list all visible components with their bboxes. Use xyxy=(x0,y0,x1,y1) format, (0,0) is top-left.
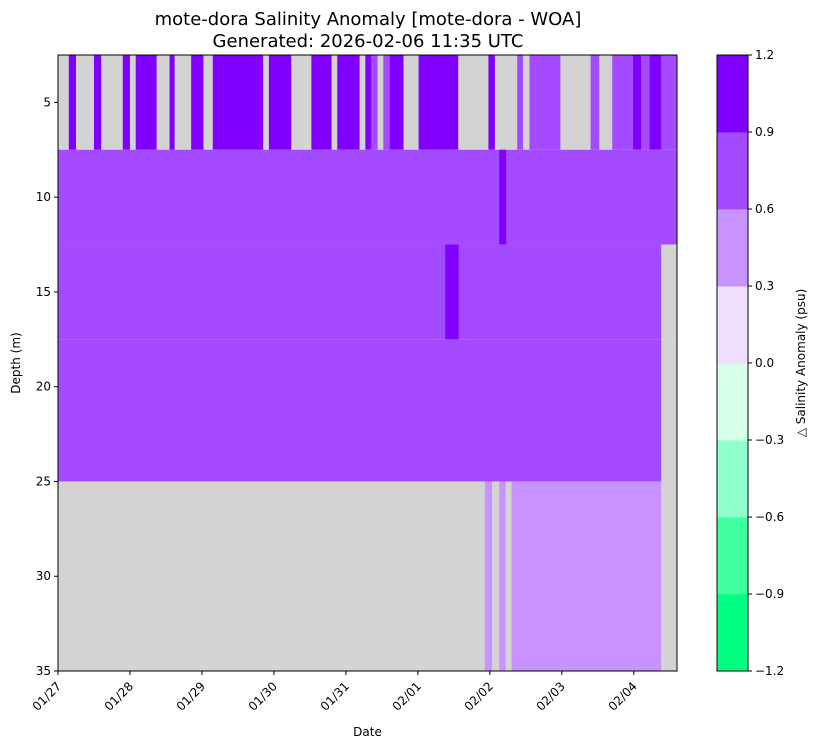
heatmap-cell xyxy=(522,55,530,150)
heatmap-cell xyxy=(661,55,678,150)
heatmap-cell xyxy=(311,55,332,150)
heatmap-cell xyxy=(58,244,662,340)
heatmap-cell xyxy=(403,55,420,150)
heatmap-cell xyxy=(129,55,137,150)
plot-frame xyxy=(57,54,678,672)
heatmap-cell xyxy=(484,481,493,671)
x-tick-label: 02/04 xyxy=(606,679,640,713)
colorbar-tick-label: 0.3 xyxy=(755,279,774,293)
heatmap-cell xyxy=(75,55,95,150)
heatmap-cell xyxy=(93,55,102,150)
colorbar-tick-label: −0.9 xyxy=(755,587,784,601)
x-tick-label: 01/27 xyxy=(30,679,64,713)
heatmap-cell xyxy=(58,149,678,245)
heatmap-cell xyxy=(291,55,312,150)
heatmap-cell xyxy=(371,55,378,150)
heatmap-cell xyxy=(122,55,131,150)
x-tick-label: 02/02 xyxy=(462,679,496,713)
y-tick-label: 5 xyxy=(43,95,51,109)
heatmap-cell xyxy=(445,244,459,340)
heatmap-cell xyxy=(156,55,170,150)
heatmap-cell xyxy=(560,55,592,150)
heatmap-cell xyxy=(599,55,613,150)
x-tick-label: 02/03 xyxy=(534,679,568,713)
heatmap-cell xyxy=(458,55,489,150)
heatmap-cell xyxy=(488,55,496,150)
heatmap-cell xyxy=(661,339,678,482)
y-tick-label: 15 xyxy=(36,285,51,299)
y-tick-label: 10 xyxy=(36,190,51,204)
colorbar-tick-label: 0.9 xyxy=(755,125,774,139)
heatmap-cell xyxy=(169,55,176,150)
y-tick-label: 35 xyxy=(36,664,51,678)
heatmap-cell xyxy=(418,55,459,150)
heatmap-cell xyxy=(68,55,77,150)
heatmap-cell xyxy=(499,149,507,245)
y-axis-label: Depth (m) xyxy=(9,332,23,393)
colorbar-tick-label: −0.3 xyxy=(755,433,784,447)
colorbar-segment xyxy=(717,440,748,518)
y-tick-label: 20 xyxy=(36,380,51,394)
heatmap-cell xyxy=(511,481,662,671)
x-axis-label: Date xyxy=(353,725,382,739)
colorbar-segment xyxy=(717,363,748,441)
x-tick-label: 01/31 xyxy=(318,679,352,713)
x-tick-label: 01/28 xyxy=(102,679,136,713)
heatmap-cell xyxy=(499,481,507,671)
colorbar-tick-label: −0.6 xyxy=(755,510,784,524)
colorbar-tick-label: 1.2 xyxy=(755,48,774,62)
colorbar-segment xyxy=(717,594,748,672)
heatmap-cell xyxy=(389,55,404,150)
heatmap-cell xyxy=(359,55,366,150)
colorbar-segment xyxy=(717,517,748,595)
heatmap-cell xyxy=(58,55,70,150)
colorbar-segment xyxy=(717,209,748,287)
y-tick-label: 25 xyxy=(36,474,51,488)
x-tick-label: 02/01 xyxy=(390,679,424,713)
heatmap-cell xyxy=(633,55,642,150)
chart-title: mote-dora Salinity Anomaly [mote-dora - … xyxy=(154,9,582,30)
y-tick-label: 30 xyxy=(36,569,51,583)
heatmap-cell xyxy=(492,481,500,671)
colorbar-tick-label: 0.6 xyxy=(755,202,774,216)
colorbar-segment xyxy=(717,132,748,210)
x-tick-label: 01/30 xyxy=(246,679,280,713)
colorbar-segment xyxy=(717,286,748,364)
chart-subtitle: Generated: 2026-02-06 11:35 UTC xyxy=(212,31,524,52)
heatmap-cell xyxy=(494,55,518,150)
colorbar-tick-label: 0.0 xyxy=(755,356,774,370)
heatmap-cell xyxy=(517,55,524,150)
heatmap-cell xyxy=(529,55,561,150)
heatmap-cell xyxy=(135,55,158,150)
heatmap-cell xyxy=(649,55,662,150)
colorbar-segment xyxy=(717,55,748,133)
heatmap-cell xyxy=(212,55,264,150)
heatmap-cell xyxy=(203,55,214,150)
heatmap-cell xyxy=(641,55,651,150)
heatmap-cell xyxy=(58,339,662,482)
colorbar-label: △ Salinity Anomaly (psu) xyxy=(794,289,808,438)
heatmap-cell xyxy=(377,55,384,150)
heatmap-cell xyxy=(58,481,486,671)
colorbar-tick-label: −1.2 xyxy=(755,664,784,678)
heatmap-cell xyxy=(268,55,292,150)
heatmap-cell xyxy=(661,244,678,340)
heatmap-cell xyxy=(191,55,204,150)
heatmap-cell xyxy=(590,55,600,150)
heatmap-cell xyxy=(337,55,360,150)
heatmap-cell xyxy=(101,55,124,150)
heatmap-cell xyxy=(263,55,270,150)
heatmap-cell xyxy=(174,55,192,150)
x-tick-label: 01/29 xyxy=(174,679,208,713)
heatmap-cell xyxy=(661,481,678,671)
heatmap-cell xyxy=(505,481,512,671)
heatmap-cell xyxy=(365,55,372,150)
heatmap-cell xyxy=(383,55,391,150)
heatmap-cell xyxy=(331,55,338,150)
heatmap-cell xyxy=(612,55,634,150)
